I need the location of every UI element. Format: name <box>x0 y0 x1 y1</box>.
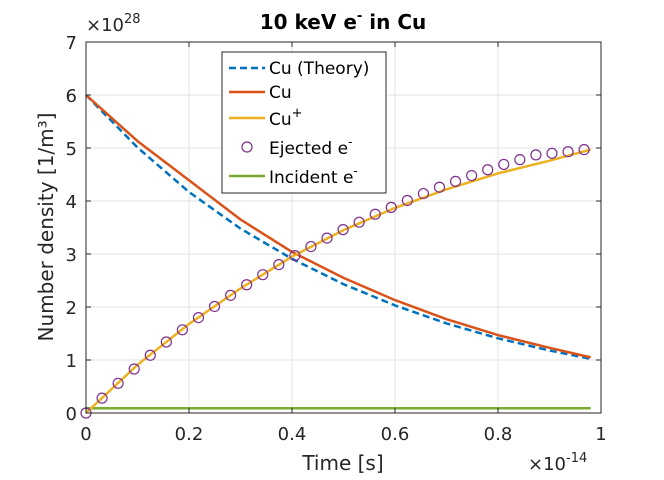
x-tick-label: 0.6 <box>381 424 410 445</box>
ejected-e-marker <box>128 363 140 375</box>
y-exponent: ×1028 <box>86 12 141 36</box>
x-tick-label: 0 <box>80 424 91 445</box>
legend-label-cu-plus: Cu+ <box>269 106 303 130</box>
axes-box <box>85 41 602 414</box>
ejected-e-marker <box>144 349 156 361</box>
legend-label-ejected: Ejected e- <box>269 135 352 159</box>
ejected-e-marker <box>433 181 446 193</box>
ejected-e-marker <box>562 146 574 158</box>
legend-markers <box>229 66 265 178</box>
ejected-e-marker <box>321 232 333 244</box>
ejected-e-marker <box>514 154 526 166</box>
series-group <box>80 94 592 419</box>
x-tick-label: 1 <box>595 424 606 445</box>
y-tick-label: 7 <box>66 33 77 54</box>
ejected-e-marker <box>449 175 462 187</box>
x-tick-label: 0.2 <box>175 424 204 445</box>
series-line-cu-theory <box>85 94 591 361</box>
y-tick-label: 6 <box>66 86 77 107</box>
ejected-e-marker <box>257 269 269 281</box>
ejected-e-marker <box>273 259 285 271</box>
ejected-e-marker <box>578 143 590 156</box>
legend-label-cu: Cu <box>269 83 292 103</box>
ejected-e-marker <box>241 279 253 291</box>
y-axis-label: Number density [1/m³] <box>34 113 58 342</box>
x-axis-label: Time [s] <box>301 451 383 475</box>
legend-label-cu-theory: Cu (Theory) <box>269 59 369 79</box>
ejected-e-marker <box>208 300 221 313</box>
y-tick-label: 5 <box>66 139 77 160</box>
ejected-e-marker <box>369 208 381 220</box>
ejected-e-marker <box>305 240 317 253</box>
x-tick-label: 0.4 <box>278 424 307 445</box>
chart-title: 10 keV e- in Cu <box>260 9 426 34</box>
legend-label-incident: Incident e- <box>269 164 358 188</box>
ejected-e-marker <box>176 324 189 336</box>
ejected-e-marker <box>466 169 478 182</box>
ejected-e-marker <box>482 164 494 176</box>
ejected-e-marker <box>225 289 237 301</box>
ejected-e-marker <box>530 149 542 161</box>
ejected-e-marker <box>417 187 430 200</box>
ejected-e-marker <box>401 194 413 207</box>
legend-swatch-ejected <box>241 141 253 153</box>
x-tick-label: 0.8 <box>484 424 513 445</box>
y-tick-label: 2 <box>66 298 77 319</box>
y-tick-label: 0 <box>66 404 77 425</box>
y-tick-label: 3 <box>66 245 77 266</box>
ejected-e-marker <box>160 336 172 348</box>
legend: Cu (Theory) Cu Cu+ Ejected e- Incident e… <box>221 51 387 194</box>
ejected-e-marker <box>192 312 205 324</box>
ejected-e-marker <box>96 392 108 404</box>
ejected-e-marker <box>546 147 558 159</box>
ejected-e-marker <box>385 201 397 213</box>
ticks: 0 0.2 0.4 0.6 0.8 1 0 1 2 3 4 5 6 7 <box>66 33 607 445</box>
y-tick-label: 4 <box>66 192 77 213</box>
ejected-e-marker <box>112 377 124 389</box>
x-exponent: ×10-14 <box>528 451 587 475</box>
legend-box <box>221 51 387 194</box>
ejected-e-marker <box>289 249 301 262</box>
y-tick-label: 1 <box>66 351 77 372</box>
series-line-cu <box>85 148 592 414</box>
ejected-e-marker <box>498 158 510 171</box>
ejected-e-marker <box>353 216 365 228</box>
ejected-e-marker <box>337 224 349 236</box>
series-line-cu <box>85 94 591 359</box>
